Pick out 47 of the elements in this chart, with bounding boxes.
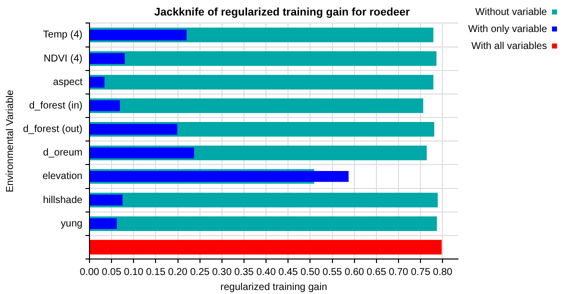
x-tick-label: 0.50	[300, 266, 320, 278]
bar	[90, 100, 120, 112]
bar	[90, 194, 123, 206]
x-tick-label: 0.20	[168, 266, 188, 278]
y-axis-title: Environmental Variable	[4, 89, 16, 192]
y-tick-label: NDVI (4)	[44, 53, 82, 64]
x-tick-label: 0.25	[190, 266, 210, 278]
y-tick-label: yung	[60, 218, 82, 230]
bar	[90, 30, 187, 40]
bar	[90, 98, 424, 114]
bar	[90, 171, 349, 182]
bar	[90, 74, 434, 90]
chart-title: Jackknife of regularized training gain for roedeer	[154, 6, 410, 19]
bar	[90, 51, 436, 66]
x-tick-label: 0.35	[234, 266, 254, 278]
y-tick-label: Temp (4)	[43, 30, 82, 41]
y-tick-label: d_forest (out)	[22, 124, 82, 136]
x-tick-label: 0.30	[212, 266, 232, 278]
legend-label: With only variable	[468, 24, 548, 35]
bar	[90, 76, 104, 88]
bar	[90, 216, 437, 231]
bar	[90, 192, 438, 208]
x-tick-label: 0.40	[256, 266, 276, 278]
x-tick-label: 0.45	[278, 266, 298, 278]
legend-label: With all variables	[471, 40, 547, 52]
y-tick-label: d_oreum	[43, 148, 82, 159]
x-tick-label: 0.15	[146, 266, 166, 278]
legend-label: Without variable	[475, 6, 548, 18]
x-axis-title: regularized training gain	[220, 282, 328, 293]
y-tick-label: elevation	[42, 171, 82, 182]
bar	[90, 218, 117, 230]
bar	[90, 53, 125, 64]
x-tick-label: 0.70	[388, 266, 409, 278]
x-tick-label: 0.80	[432, 266, 453, 278]
bar	[90, 124, 178, 135]
y-tick-label: aspect	[53, 76, 83, 88]
bar	[90, 240, 442, 255]
y-tick-label: hillshade	[42, 194, 83, 206]
x-tick-label: 0.10	[124, 266, 144, 278]
x-tick-label: 0.05	[102, 266, 122, 278]
x-tick-label: 0.65	[366, 266, 387, 278]
x-tick-label: 0.00	[80, 266, 100, 278]
x-tick-label: 0.60	[344, 266, 365, 278]
y-tick-label: d_forest (in)	[29, 100, 82, 112]
bar	[90, 147, 194, 158]
x-tick-label: 0.55	[322, 266, 342, 278]
x-tick-label: 0.75	[410, 266, 431, 278]
